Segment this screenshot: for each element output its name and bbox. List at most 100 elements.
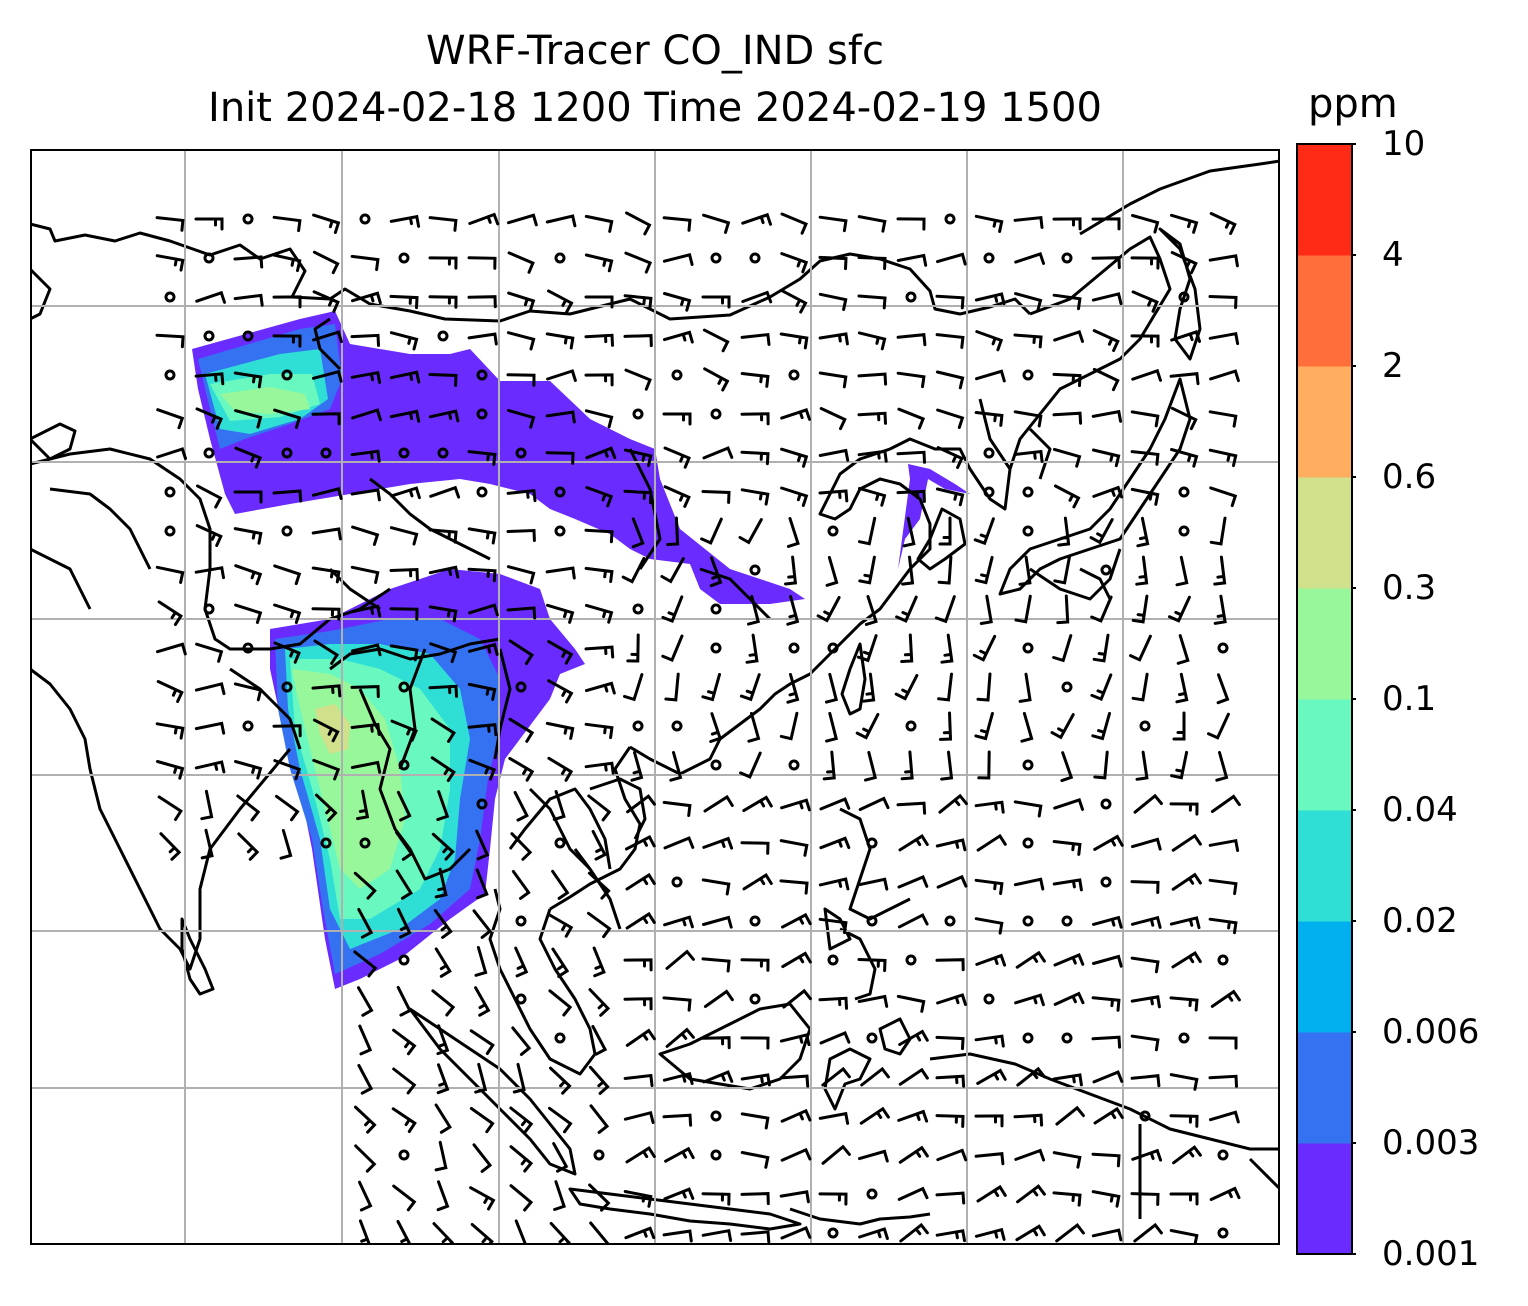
wind-barb	[1169, 916, 1201, 930]
calm-wind-marker	[1139, 1110, 1151, 1122]
wind-barb	[547, 679, 574, 704]
wind-barb	[858, 1149, 889, 1163]
calm-wind-marker	[554, 486, 566, 498]
colorbar-band	[1297, 477, 1352, 589]
wind-barb	[1014, 252, 1045, 265]
calm-wind-marker	[476, 798, 488, 810]
wind-barb	[623, 1190, 653, 1208]
wind-barb	[818, 448, 850, 462]
wind-barb	[1208, 410, 1238, 428]
wind-barb	[935, 487, 965, 507]
wind-barb	[1052, 1151, 1082, 1169]
wind-barb	[664, 672, 680, 702]
wind-barb	[709, 712, 722, 743]
wind-barb	[740, 488, 770, 506]
wind-barb	[898, 1067, 929, 1086]
wind-barb	[1170, 750, 1189, 780]
wind-barb	[584, 253, 614, 273]
wind-barb	[665, 949, 695, 970]
wind-barb	[395, 869, 413, 900]
wind-barb	[436, 1180, 450, 1212]
wind-barb	[1055, 1105, 1085, 1126]
wind-barb	[272, 724, 302, 738]
map-frame	[30, 149, 1280, 1245]
wind-barb	[660, 557, 685, 584]
colorbar-band	[1297, 366, 1352, 478]
wind-barb	[780, 486, 809, 507]
calm-wind-marker	[1022, 837, 1034, 849]
wind-barb	[897, 1109, 929, 1123]
wind-barb	[974, 917, 1004, 935]
colorbar-tick-label: 2	[1382, 346, 1404, 386]
wind-barb	[1209, 369, 1240, 383]
calm-wind-marker	[710, 408, 722, 420]
calm-wind-marker	[788, 759, 800, 771]
calm-wind-marker	[398, 681, 410, 693]
wind-barb	[1090, 595, 1113, 623]
wind-barb	[354, 1144, 377, 1173]
wind-barb	[584, 373, 614, 387]
calm-wind-marker	[1100, 876, 1112, 888]
wind-barb	[589, 1104, 610, 1134]
wind-barb	[900, 750, 914, 781]
colorbar-tick-label: 0.3	[1382, 568, 1437, 608]
wind-barb	[1053, 447, 1082, 468]
wind-barb	[623, 489, 653, 505]
calm-wind-marker	[1217, 1149, 1229, 1161]
wind-barb	[818, 1111, 850, 1125]
wind-barb	[1052, 217, 1082, 231]
wind-barb	[740, 332, 771, 346]
wind-barb	[936, 252, 967, 266]
wind-barb	[1052, 411, 1083, 425]
wind-barb	[1091, 448, 1121, 468]
wind-barb	[896, 450, 926, 464]
wind-barb	[1170, 448, 1199, 468]
wind-barb	[742, 873, 773, 891]
gridlines	[30, 149, 1280, 1245]
wind-barb	[857, 411, 887, 425]
wind-barb	[976, 833, 1007, 852]
wind-barb	[663, 485, 691, 508]
calm-wind-marker	[866, 1188, 878, 1200]
wind-barb	[742, 795, 773, 813]
wind-barb	[976, 1068, 1007, 1085]
colorbar-band	[1297, 588, 1352, 700]
wind-barb	[474, 946, 488, 977]
wind-barb	[157, 795, 183, 821]
wind-barb	[857, 215, 887, 233]
wind-barb	[626, 633, 640, 663]
wind-barb	[1092, 915, 1123, 929]
wind-barb	[585, 681, 616, 695]
wind-barb	[311, 684, 342, 698]
wind-barb	[156, 760, 185, 780]
wind-barb	[273, 603, 302, 624]
calm-wind-marker	[242, 642, 254, 654]
wind-barb	[935, 1074, 966, 1088]
calm-wind-marker	[749, 252, 761, 264]
wind-barb	[431, 832, 455, 861]
wind-barb	[819, 836, 851, 850]
wind-barb	[429, 642, 458, 664]
colorbar-units-label: ppm	[1308, 81, 1398, 127]
wind-barb	[779, 879, 809, 895]
wind-barb	[547, 640, 574, 665]
wind-barb	[935, 333, 965, 349]
wind-barb	[1130, 956, 1160, 974]
wind-barb	[350, 565, 380, 584]
wind-barb	[273, 564, 302, 586]
wind-barb	[740, 1036, 770, 1050]
wind-barb	[1130, 995, 1161, 1009]
wind-barb	[1015, 950, 1046, 969]
wind-barb	[624, 368, 652, 391]
wind-barb	[740, 1151, 770, 1169]
wind-barb	[857, 877, 889, 891]
wind-barb	[741, 212, 772, 226]
wind-barb	[822, 750, 836, 781]
wind-barb	[938, 793, 968, 814]
wind-barb	[1131, 672, 1149, 702]
wind-barb	[703, 794, 734, 813]
wind-barb	[155, 254, 185, 272]
wind-barb	[1091, 292, 1123, 306]
wind-barb	[1169, 1229, 1199, 1245]
wind-barb	[358, 1219, 372, 1245]
